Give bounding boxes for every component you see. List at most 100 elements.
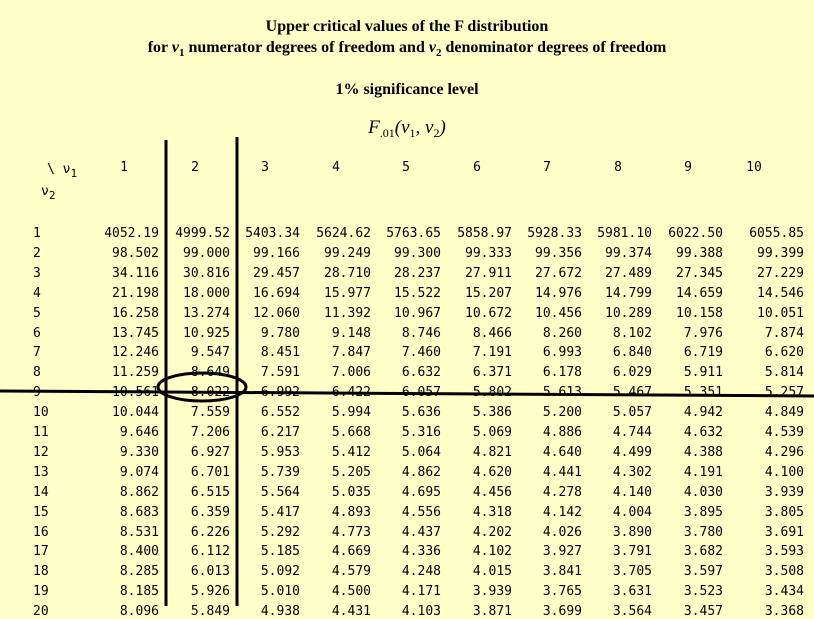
cell-r7-c6: 7.191 — [472, 345, 512, 360]
cell-r7-c1: 12.246 — [112, 345, 159, 360]
cell-r20-c1: 8.096 — [119, 604, 159, 619]
cell-r18-c5: 4.248 — [401, 564, 441, 579]
cell-r16-c6: 4.202 — [472, 525, 512, 540]
cell-r6-c7: 8.260 — [542, 326, 582, 341]
cell-r15-c6: 4.318 — [472, 505, 512, 520]
cell-r12-c3: 5.953 — [260, 445, 300, 460]
cell-r8-c8: 6.029 — [612, 365, 652, 380]
cell-r9-c3: 6.992 — [260, 385, 300, 400]
cell-r17-c4: 4.669 — [331, 544, 371, 559]
cell-r1-c2: 4999.52 — [175, 226, 230, 241]
cell-r11-c3: 6.217 — [260, 425, 300, 440]
cell-r16-c9: 3.780 — [683, 525, 723, 540]
cell-r5-c10: 10.051 — [757, 306, 804, 321]
row-label-20: 20 — [33, 604, 49, 619]
cell-r11-c10: 4.539 — [764, 425, 804, 440]
cell-r10-c2: 7.559 — [190, 405, 230, 420]
cell-r15-c2: 6.359 — [190, 505, 230, 520]
cell-r13-c1: 9.074 — [119, 465, 159, 480]
cell-r17-c1: 8.400 — [119, 544, 159, 559]
cell-r4-c6: 15.207 — [465, 286, 512, 301]
cell-r5-c4: 11.392 — [324, 306, 371, 321]
row-label-4: 4 — [33, 286, 41, 301]
cell-r11-c9: 4.632 — [683, 425, 723, 440]
cell-r16-c3: 5.292 — [260, 525, 300, 540]
row-label-8: 8 — [33, 365, 41, 380]
cell-r14-c3: 5.564 — [260, 485, 300, 500]
cell-r16-c1: 8.531 — [119, 525, 159, 540]
cell-r6-c4: 9.148 — [331, 326, 371, 341]
cell-r8-c4: 7.006 — [331, 365, 371, 380]
row-label-3: 3 — [33, 266, 41, 281]
cell-r2-c3: 99.166 — [253, 246, 300, 261]
cell-r14-c8: 4.140 — [612, 485, 652, 500]
cell-r1-c7: 5928.33 — [527, 226, 582, 241]
cell-r8-c5: 6.632 — [401, 365, 441, 380]
cell-r17-c5: 4.336 — [401, 544, 441, 559]
cell-r5-c3: 12.060 — [253, 306, 300, 321]
cell-r9-c8: 5.467 — [612, 385, 652, 400]
cell-r9-c1: 10.561 — [112, 385, 159, 400]
cell-r18-c4: 4.579 — [331, 564, 371, 579]
cell-r12-c10: 4.296 — [764, 445, 804, 460]
cell-r8-c7: 6.178 — [542, 365, 582, 380]
cell-r15-c3: 5.417 — [260, 505, 300, 520]
cell-r4-c1: 21.198 — [112, 286, 159, 301]
cell-r3-c4: 28.710 — [324, 266, 371, 281]
cell-r19-c1: 8.185 — [119, 584, 159, 599]
cell-r15-c10: 3.805 — [764, 505, 804, 520]
row-label-17: 17 — [33, 544, 49, 559]
row-label-10: 10 — [33, 405, 49, 420]
column-header-2: 2 — [191, 160, 199, 175]
cell-r14-c5: 4.695 — [401, 485, 441, 500]
cell-r20-c6: 3.871 — [472, 604, 512, 619]
cell-r19-c5: 4.171 — [401, 584, 441, 599]
cell-r2-c6: 99.333 — [465, 246, 512, 261]
cell-r12-c6: 4.821 — [472, 445, 512, 460]
cell-r1-c1: 4052.19 — [104, 226, 159, 241]
cell-r2-c8: 99.374 — [605, 246, 652, 261]
table-title: Upper critical values of the F distribut… — [265, 18, 549, 35]
cell-r5-c5: 10.967 — [394, 306, 441, 321]
cell-r14-c4: 5.035 — [331, 485, 371, 500]
cell-r20-c9: 3.457 — [683, 604, 723, 619]
cell-r9-c5: 6.057 — [401, 385, 441, 400]
cell-r3-c3: 29.457 — [253, 266, 300, 281]
cell-r12-c5: 5.064 — [401, 445, 441, 460]
row-label-12: 12 — [33, 445, 49, 460]
cell-r7-c2: 9.547 — [190, 345, 230, 360]
cell-r18-c2: 6.013 — [190, 564, 230, 579]
cell-r8-c10: 5.814 — [764, 365, 804, 380]
cell-r10-c4: 5.994 — [331, 405, 371, 420]
row-label-9: 9 — [33, 385, 41, 400]
cell-r6-c1: 13.745 — [112, 326, 159, 341]
cell-r20-c5: 4.103 — [401, 604, 441, 619]
cell-r12-c7: 4.640 — [542, 445, 582, 460]
cell-r12-c8: 4.499 — [612, 445, 652, 460]
cell-r12-c9: 4.388 — [683, 445, 723, 460]
cell-r13-c9: 4.191 — [683, 465, 723, 480]
cell-r2-c2: 99.000 — [183, 246, 230, 261]
cell-r10-c9: 4.942 — [683, 405, 723, 420]
column-header-3: 3 — [261, 160, 269, 175]
cell-r13-c10: 4.100 — [764, 465, 804, 480]
cell-r2-c1: 98.502 — [112, 246, 159, 261]
cell-r11-c2: 7.206 — [190, 425, 230, 440]
cell-r16-c2: 6.226 — [190, 525, 230, 540]
cell-r1-c6: 5858.97 — [457, 226, 512, 241]
cell-r13-c8: 4.302 — [612, 465, 652, 480]
cell-r19-c6: 3.939 — [472, 584, 512, 599]
cell-r17-c10: 3.593 — [764, 544, 804, 559]
cell-r14-c10: 3.939 — [764, 485, 804, 500]
cell-r4-c4: 15.977 — [324, 286, 371, 301]
cell-r19-c8: 3.631 — [612, 584, 652, 599]
column-header-8: 8 — [614, 160, 622, 175]
cell-r19-c2: 5.926 — [190, 584, 230, 599]
cell-r5-c1: 16.258 — [112, 306, 159, 321]
cell-r5-c9: 10.158 — [676, 306, 723, 321]
cell-r13-c2: 6.701 — [190, 465, 230, 480]
row-label-7: 7 — [33, 345, 41, 360]
row-label-16: 16 — [33, 525, 49, 540]
cell-r16-c7: 4.026 — [542, 525, 582, 540]
cell-r1-c3: 5403.34 — [245, 226, 300, 241]
